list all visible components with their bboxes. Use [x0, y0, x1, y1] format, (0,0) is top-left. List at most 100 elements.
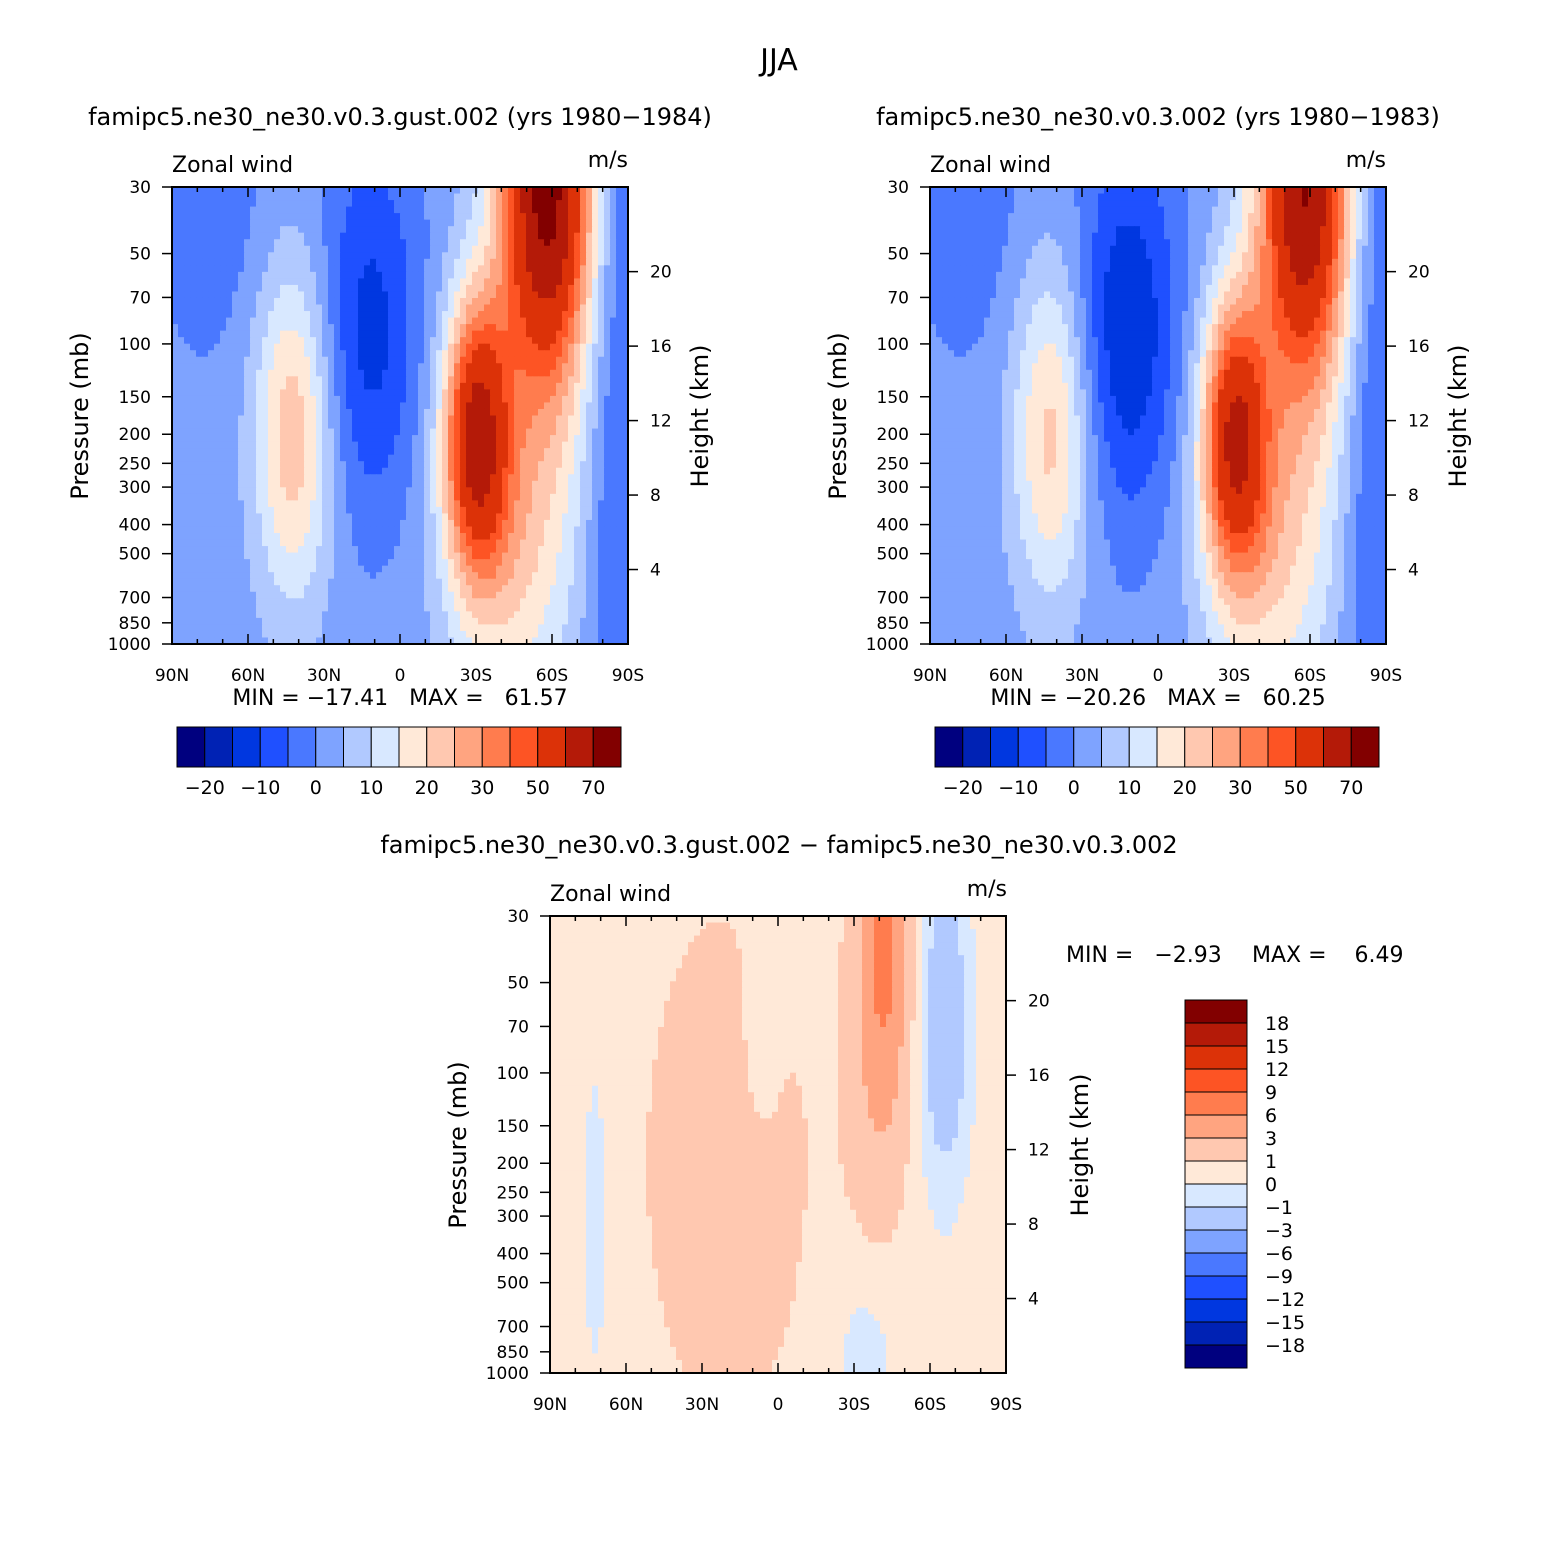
field-cell [430, 187, 437, 195]
field-cell [544, 382, 551, 390]
field-cell [550, 200, 557, 208]
field-cell [418, 591, 425, 599]
field-cell [412, 311, 419, 319]
field-cell [214, 271, 221, 279]
field-cell [436, 271, 443, 279]
field-cell [346, 311, 353, 319]
field-cell [382, 546, 389, 554]
field-cell [472, 297, 479, 306]
field-cell [370, 487, 377, 495]
field-cell [532, 546, 539, 554]
field-cell [316, 311, 323, 319]
field-cell [280, 219, 287, 227]
field-cell [484, 519, 491, 528]
field-cell [526, 271, 533, 279]
field-cell [538, 519, 545, 528]
field-cell [352, 226, 359, 234]
field-cell [328, 258, 335, 266]
field-cell [448, 591, 455, 599]
field-cell [598, 415, 605, 423]
field-cell [358, 363, 365, 371]
field-cell [610, 533, 617, 541]
field-cell [298, 265, 305, 273]
field-cell [478, 552, 485, 560]
field-cell [526, 284, 533, 293]
field-cell [190, 454, 197, 462]
field-cell [358, 480, 365, 488]
field-cell [262, 330, 269, 338]
field-cell [304, 572, 311, 580]
field-cell [490, 252, 497, 260]
field-cell [610, 435, 617, 443]
field-cell [508, 219, 515, 227]
field-cell [424, 304, 431, 312]
field-cell [430, 363, 437, 371]
field-cell [466, 193, 473, 201]
field-cell [616, 324, 623, 332]
field-cell [268, 591, 275, 599]
field-cell [256, 389, 263, 397]
field-cell [358, 526, 365, 534]
field-cell [592, 559, 599, 567]
field-cell [544, 435, 551, 443]
field-cell [292, 500, 299, 508]
field-cell [202, 585, 209, 593]
field-cell [550, 500, 557, 508]
field-cell [592, 363, 599, 371]
field-cell [592, 252, 599, 260]
field-cell [250, 422, 257, 430]
field-cell [184, 369, 191, 377]
field-cell [214, 474, 221, 482]
field-cell [358, 245, 365, 253]
field-cell [256, 219, 263, 227]
field-cell [292, 441, 299, 449]
field-cell [340, 585, 347, 593]
field-cell [244, 271, 251, 279]
field-cell [184, 382, 191, 390]
field-cell [280, 461, 287, 469]
field-cell [538, 297, 545, 306]
field-cell [544, 291, 551, 299]
field-cell [214, 487, 221, 495]
field-cell [574, 585, 581, 593]
field-cell [292, 435, 299, 443]
field-cell [244, 611, 251, 619]
field-cell [268, 376, 275, 384]
field-cell [538, 278, 545, 286]
field-cell [616, 382, 623, 390]
field-cell [586, 350, 593, 358]
field-cell [328, 585, 335, 593]
field-cell [520, 271, 527, 279]
field-cell [376, 363, 383, 371]
field-cell [232, 552, 239, 560]
field-cell [184, 572, 191, 580]
field-cell [226, 474, 233, 482]
field-cell [244, 513, 251, 521]
field-cell [490, 291, 497, 299]
field-cell [556, 467, 563, 475]
field-cell [454, 480, 461, 488]
field-cell [364, 376, 371, 384]
field-cell [430, 585, 437, 593]
field-cell [274, 500, 281, 508]
field-cell [604, 591, 611, 599]
field-cell [490, 213, 497, 221]
field-cell [508, 311, 515, 319]
field-cell [178, 239, 185, 247]
field-cell [202, 441, 209, 449]
field-cell [322, 402, 329, 410]
field-cell [388, 297, 395, 306]
field-cell [322, 187, 329, 195]
field-cell [430, 343, 437, 351]
field-cell [202, 232, 209, 240]
field-cell [238, 291, 245, 299]
field-cell [460, 252, 467, 260]
field-cell [490, 382, 497, 390]
field-cell [334, 258, 341, 266]
field-cell [382, 474, 389, 482]
field-cell [274, 395, 281, 404]
field-cell [382, 226, 389, 234]
field-cell [256, 284, 263, 293]
field-cell [370, 461, 377, 469]
field-cell [532, 415, 539, 423]
